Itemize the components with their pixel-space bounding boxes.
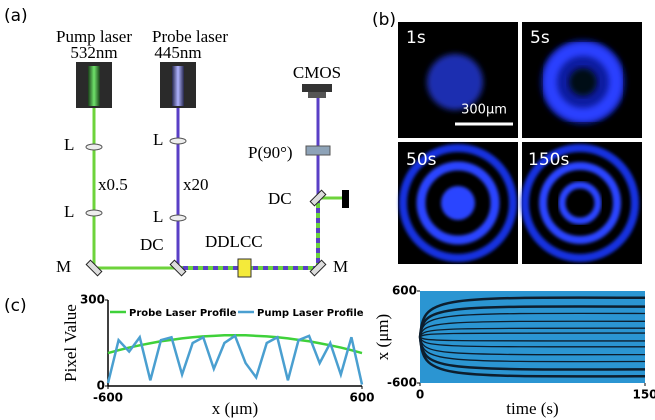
lens: [170, 215, 186, 221]
label: L: [153, 130, 163, 149]
scale-label: 300μm: [461, 103, 507, 118]
y-axis-label: x (μm): [373, 314, 392, 360]
label: P(90°): [248, 143, 293, 162]
beam-block: [342, 190, 349, 208]
x-tick-label: 600: [349, 391, 374, 405]
time-label: 5s: [530, 28, 550, 48]
probe-laser-beam: [172, 66, 184, 106]
label: DC: [140, 235, 164, 254]
time-label: 150s: [528, 150, 569, 170]
label: 532nm: [70, 43, 117, 62]
y-axis-label: Pixel Value: [61, 304, 80, 382]
x-axis-label: time (s): [506, 399, 558, 418]
image: 5s: [522, 22, 642, 138]
label: L: [153, 207, 163, 226]
time-label: 50s: [406, 150, 437, 170]
legend-label: Pump Laser Profile: [257, 308, 364, 319]
label: L: [64, 135, 74, 154]
label: 445nm: [154, 43, 201, 62]
label: L: [64, 202, 74, 221]
image-grid: 1s 300μm 5s 50s 150s: [398, 22, 642, 264]
image: 150s: [522, 142, 642, 264]
label: DC: [268, 189, 292, 208]
label: M: [333, 257, 348, 276]
setup-diagram: Pump laser 532nm Probe laser 445nm CMOS …: [56, 27, 349, 277]
polarizer: [306, 146, 330, 155]
panel-label: (a): [4, 6, 28, 26]
x-tick-label: 0: [416, 388, 424, 402]
label: CMOS: [293, 63, 341, 82]
lens: [170, 138, 186, 144]
time-label: 1s: [406, 28, 426, 48]
cell: [238, 259, 251, 277]
pump-laser-beam: [88, 66, 100, 106]
cmos: [302, 84, 332, 92]
image: 50s: [398, 142, 518, 264]
y-tick-label: 600: [392, 284, 417, 298]
x-tick-label: -600: [93, 391, 123, 405]
y-tick-label: 0: [97, 379, 105, 393]
lens: [86, 210, 102, 216]
x-axis-label: x (μm): [212, 399, 258, 418]
lens: [86, 144, 102, 150]
label: DDLCC: [205, 232, 263, 251]
cmos: [308, 92, 326, 98]
legend-label: Probe Laser Profile: [129, 308, 237, 319]
image: 1s 300μm: [398, 22, 518, 138]
label: x0.5: [98, 175, 128, 194]
panel-label: (b): [372, 10, 396, 30]
y-tick-label: 300: [80, 293, 105, 307]
x-tick-label: 150: [632, 388, 655, 402]
panel-label: (c): [4, 296, 27, 316]
label: x20: [183, 175, 209, 194]
label: M: [56, 257, 71, 276]
charts: Probe Laser Profile Pump Laser Profile -60…: [61, 284, 655, 418]
figure: (a) (b) (c) Pump laser 532nm Probe laser…: [0, 0, 655, 420]
y-tick-label: -600: [387, 376, 417, 390]
